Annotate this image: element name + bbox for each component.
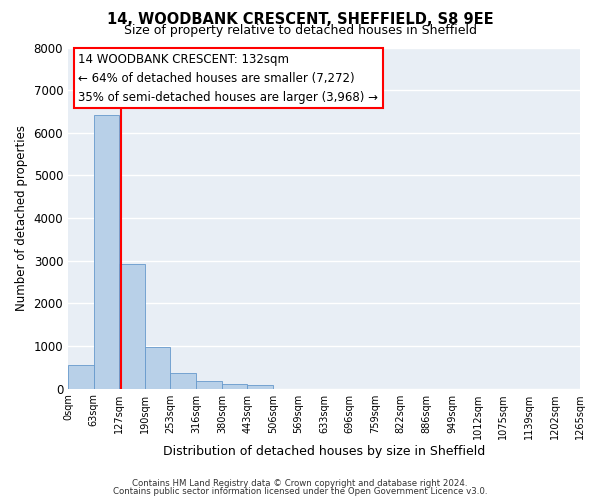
Text: 14 WOODBANK CRESCENT: 132sqm
← 64% of detached houses are smaller (7,272)
35% of: 14 WOODBANK CRESCENT: 132sqm ← 64% of de… — [78, 52, 378, 104]
Bar — [145, 347, 170, 389]
Bar — [119, 264, 145, 388]
Bar — [222, 384, 247, 388]
Text: Contains public sector information licensed under the Open Government Licence v3: Contains public sector information licen… — [113, 487, 487, 496]
Text: 14, WOODBANK CRESCENT, SHEFFIELD, S8 9EE: 14, WOODBANK CRESCENT, SHEFFIELD, S8 9EE — [107, 12, 493, 28]
Bar — [247, 385, 273, 388]
Text: Size of property relative to detached houses in Sheffield: Size of property relative to detached ho… — [124, 24, 476, 37]
Bar — [94, 115, 119, 388]
Bar — [170, 373, 196, 388]
Text: Contains HM Land Registry data © Crown copyright and database right 2024.: Contains HM Land Registry data © Crown c… — [132, 478, 468, 488]
Bar — [196, 382, 222, 388]
Bar — [68, 364, 94, 388]
Y-axis label: Number of detached properties: Number of detached properties — [15, 125, 28, 311]
X-axis label: Distribution of detached houses by size in Sheffield: Distribution of detached houses by size … — [163, 444, 485, 458]
